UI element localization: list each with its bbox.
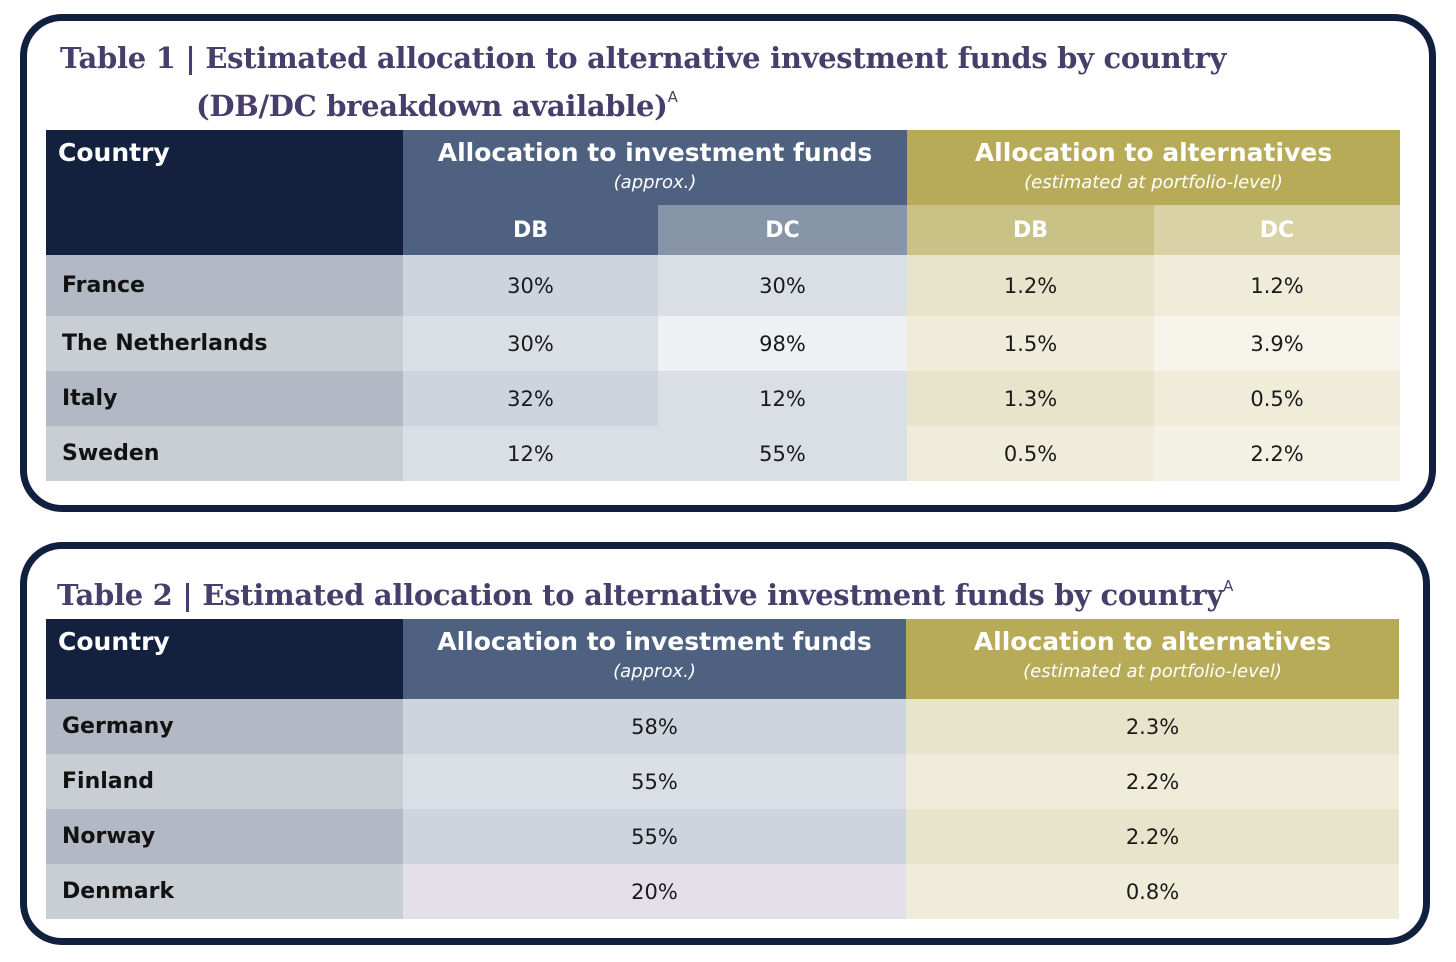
- funds-header-subtitle: (approx.): [613, 172, 697, 193]
- alternatives-dc-cell: 2.2%: [1154, 426, 1401, 481]
- alternatives-cell: 2.2%: [906, 809, 1399, 864]
- funds-header: Allocation to investment funds (approx.): [403, 619, 906, 699]
- table-1-panel: Table 1 | Estimated allocation to altern…: [20, 14, 1436, 512]
- table-1-title: Table 1 | Estimated allocation to altern…: [60, 39, 1226, 126]
- country-cell: Germany: [46, 699, 403, 754]
- table-1-title-line-2: (DB/DC breakdown available)A: [60, 78, 1226, 126]
- table-1: Country Allocation to investment funds (…: [46, 130, 1401, 481]
- table-2-title: Table 2 | Estimated allocation to altern…: [57, 567, 1233, 615]
- funds-db-cell: 30%: [403, 316, 658, 371]
- table-row: Denmark 20% 0.8%: [46, 864, 1399, 919]
- alternatives-header-label: Allocation to alternatives: [973, 627, 1332, 656]
- table-2-title-text: Table 2 | Estimated allocation to altern…: [57, 578, 1224, 612]
- country-cell: Sweden: [46, 426, 403, 481]
- funds-cell: 55%: [403, 809, 906, 864]
- funds-header: Allocation to investment funds (approx.): [403, 130, 908, 205]
- alternatives-dc-cell: 1.2%: [1154, 255, 1401, 316]
- alternatives-dc-cell: 0.5%: [1154, 371, 1401, 426]
- country-cell: Norway: [46, 809, 403, 864]
- alternatives-header-subtitle: (estimated at portfolio-level): [1023, 661, 1282, 682]
- funds-dc-cell: 55%: [658, 426, 908, 481]
- alternatives-header-label: Allocation to alternatives: [974, 138, 1333, 167]
- funds-dc-cell: 98%: [658, 316, 908, 371]
- table-2-footnote-marker: A: [1223, 577, 1234, 595]
- country-cell: Denmark: [46, 864, 403, 919]
- funds-cell: 20%: [403, 864, 906, 919]
- table-row: Italy 32% 12% 1.3% 0.5%: [46, 371, 1401, 426]
- funds-header-label: Allocation to investment funds: [437, 138, 873, 167]
- alternatives-cell: 2.3%: [906, 699, 1399, 754]
- alternatives-db-cell: 1.3%: [907, 371, 1155, 426]
- alternatives-cell: 0.8%: [906, 864, 1399, 919]
- alternatives-db-cell: 1.2%: [907, 255, 1155, 316]
- country-header: Country: [46, 130, 403, 255]
- alternatives-cell: 2.2%: [906, 754, 1399, 809]
- table-row: Norway 55% 2.2%: [46, 809, 1399, 864]
- table-2-panel: Table 2 | Estimated allocation to altern…: [20, 542, 1430, 945]
- table-row: Sweden 12% 55% 0.5% 2.2%: [46, 426, 1401, 481]
- alternatives-dc-cell: 3.9%: [1154, 316, 1401, 371]
- table-2: Country Allocation to investment funds (…: [46, 619, 1399, 919]
- alternatives-dc-header: DC: [1154, 205, 1401, 255]
- alternatives-header-subtitle: (estimated at portfolio-level): [1024, 172, 1283, 193]
- country-cell: Finland: [46, 754, 403, 809]
- country-cell: France: [46, 255, 403, 316]
- funds-db-cell: 12%: [403, 426, 658, 481]
- table-1-title-line-1: Table 1 | Estimated allocation to altern…: [60, 41, 1227, 75]
- table-row: France 30% 30% 1.2% 1.2%: [46, 255, 1401, 316]
- table-row: The Netherlands 30% 98% 1.5% 3.9%: [46, 316, 1401, 371]
- table-1-title-line-2-text: (DB/DC breakdown available): [196, 89, 668, 123]
- funds-cell: 58%: [403, 699, 906, 754]
- funds-header-label: Allocation to investment funds: [437, 627, 872, 656]
- country-cell: The Netherlands: [46, 316, 403, 371]
- table-row: Germany 58% 2.3%: [46, 699, 1399, 754]
- alternatives-db-cell: 0.5%: [907, 426, 1155, 481]
- funds-db-cell: 30%: [403, 255, 658, 316]
- funds-db-cell: 32%: [403, 371, 658, 426]
- table-row: Finland 55% 2.2%: [46, 754, 1399, 809]
- funds-db-header: DB: [403, 205, 658, 255]
- funds-dc-cell: 30%: [658, 255, 908, 316]
- alternatives-header: Allocation to alternatives (estimated at…: [907, 130, 1401, 205]
- table-1-footnote-marker: A: [667, 88, 678, 106]
- funds-cell: 55%: [403, 754, 906, 809]
- alternatives-db-cell: 1.5%: [907, 316, 1155, 371]
- country-cell: Italy: [46, 371, 403, 426]
- funds-header-subtitle: (approx.): [613, 661, 696, 682]
- funds-dc-cell: 12%: [658, 371, 908, 426]
- country-header: Country: [46, 619, 403, 699]
- funds-dc-header: DC: [658, 205, 908, 255]
- alternatives-header: Allocation to alternatives (estimated at…: [906, 619, 1399, 699]
- alternatives-db-header: DB: [907, 205, 1155, 255]
